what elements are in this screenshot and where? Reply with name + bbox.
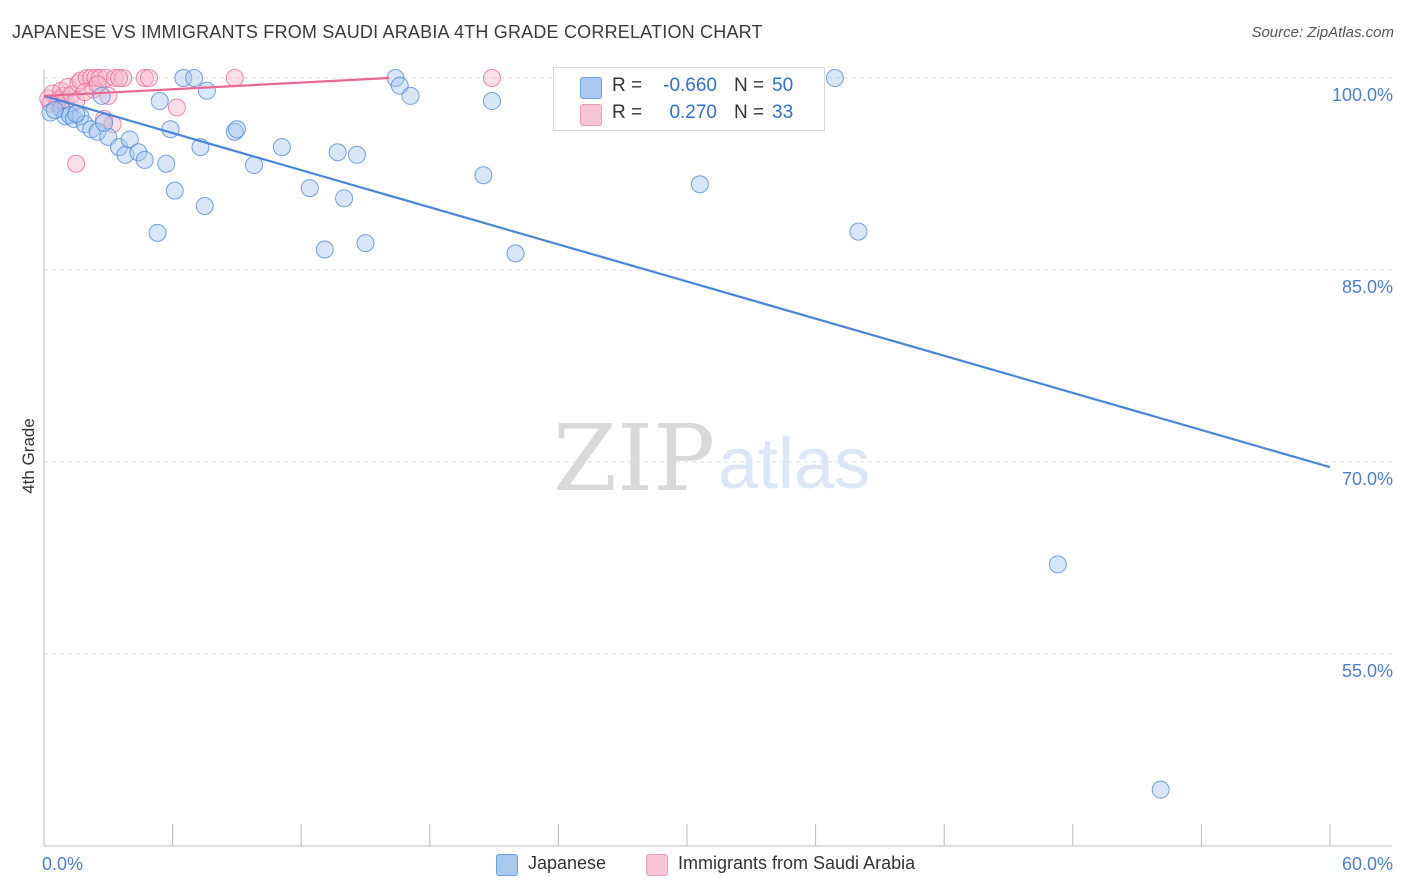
point-japanese[interactable] [148,223,167,242]
point-japanese[interactable] [195,197,214,215]
legend-n-value: 33 [772,102,794,123]
legend-r-value: -0.660 [663,75,717,96]
point-japanese[interactable] [120,130,139,149]
point-japanese[interactable] [225,122,244,141]
data-points [39,69,1170,799]
point-immigrants-from-saudi-arabia[interactable] [482,69,501,87]
legend-swatch-japanese [496,854,518,876]
legend-n-label: N = [734,102,765,123]
x-tick-label: 60.0% [1342,854,1393,874]
watermark-zip: ZIP [553,405,715,512]
legend-swatch-saudi [646,854,668,876]
point-japanese[interactable] [129,143,148,162]
watermark: ZIP atlas [553,405,870,512]
point-japanese[interactable] [347,145,366,164]
y-tick-label: 70.0% [1342,469,1393,489]
point-japanese[interactable] [1151,780,1170,799]
point-japanese[interactable] [315,240,334,259]
point-japanese[interactable] [95,113,114,132]
point-immigrants-from-saudi-arabia[interactable] [110,69,129,87]
point-immigrants-from-saudi-arabia[interactable] [225,69,244,87]
legend-row-japanese: R = -0.660 N = 50 [554,73,824,101]
legend-label-japanese: Japanese [528,853,607,873]
point-japanese[interactable] [272,138,291,157]
point-japanese[interactable] [474,166,493,185]
point-japanese[interactable] [157,154,176,173]
point-japanese[interactable] [1048,555,1067,574]
point-japanese[interactable] [300,179,319,198]
x-tick-label: 0.0% [42,854,83,874]
watermark-atlas: atlas [718,424,870,504]
point-japanese[interactable] [110,138,129,157]
point-immigrants-from-saudi-arabia[interactable] [135,69,154,87]
point-immigrants-from-saudi-arabia[interactable] [90,69,109,87]
point-japanese[interactable] [185,69,204,87]
y-tick-label: 100.0% [1332,85,1393,105]
point-japanese[interactable] [690,175,709,194]
y-axis-label: 4th Grade [19,418,38,494]
stats-legend: R = -0.660 N = 50 R = 0.270 N = 33 [553,67,825,131]
point-japanese[interactable] [45,101,64,119]
point-japanese[interactable] [825,69,844,87]
point-immigrants-from-saudi-arabia[interactable] [167,98,186,117]
legend-row-saudi: R = 0.270 N = 33 [554,100,824,128]
legend-label-saudi: Immigrants from Saudi Arabia [678,853,916,873]
point-japanese[interactable] [165,181,184,200]
trendline-immigrants-from-saudi-arabia [43,76,390,98]
legend-n-value: 50 [772,75,794,96]
point-japanese[interactable] [506,244,525,263]
legend-r-label: R = [612,75,643,96]
y-tick-label: 85.0% [1342,277,1393,297]
point-japanese[interactable] [227,120,246,139]
point-japanese[interactable] [335,189,354,208]
point-japanese[interactable] [135,150,154,169]
point-immigrants-from-saudi-arabia[interactable] [140,69,159,87]
point-immigrants-from-saudi-arabia[interactable] [86,69,105,87]
point-japanese[interactable] [92,86,111,105]
point-japanese[interactable] [356,234,375,253]
trendline-japanese [43,94,1331,469]
chart-title: JAPANESE VS IMMIGRANTS FROM SAUDI ARABIA… [12,22,763,42]
point-japanese[interactable] [174,69,193,87]
point-immigrants-from-saudi-arabia[interactable] [67,154,86,173]
point-japanese[interactable] [328,143,347,162]
y-tick-label: 55.0% [1342,661,1393,681]
series-legend: Japanese Immigrants from Saudi Arabia [0,852,1406,878]
gridlines [44,77,1392,655]
axes: 55.0% 70.0% 85.0% 100.0% 0.0% 60.0% [42,70,1393,874]
legend-swatch-japanese [580,77,602,99]
trendlines [43,76,1331,469]
point-immigrants-from-saudi-arabia[interactable] [114,69,133,87]
legend-swatch-saudi [580,104,602,126]
source-label: Source: ZipAtlas.com [1251,24,1394,41]
point-japanese[interactable] [849,222,868,241]
point-japanese[interactable] [88,122,107,141]
legend-r-value: 0.270 [669,102,717,123]
point-japanese[interactable] [150,92,169,111]
legend-r-label: R = [612,102,643,123]
point-japanese[interactable] [401,86,420,105]
legend-n-label: N = [734,75,765,96]
point-japanese[interactable] [197,81,216,100]
point-japanese[interactable] [482,92,501,111]
